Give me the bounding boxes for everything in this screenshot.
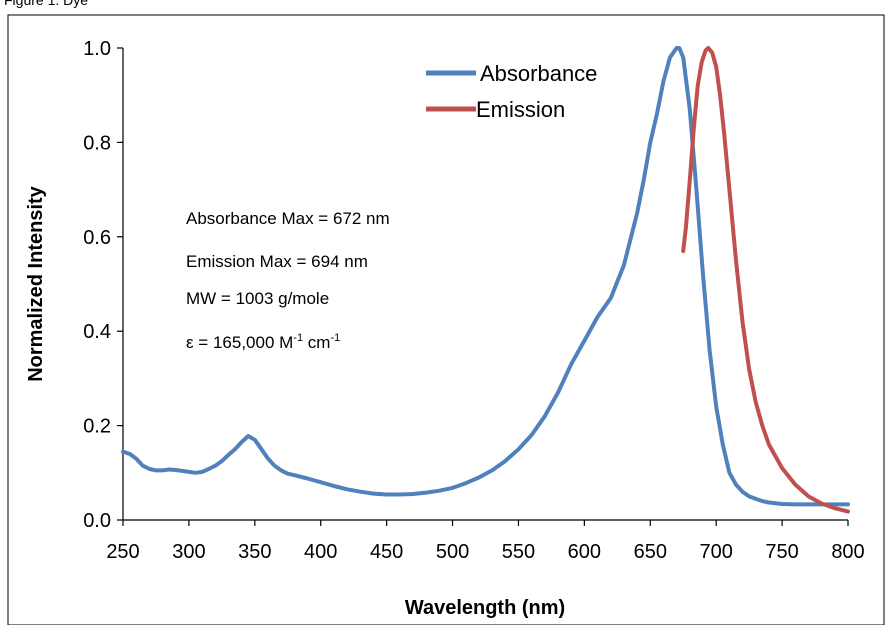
y-ticks: 0.0 0.2 0.4 0.6 0.8 1.0	[83, 38, 123, 532]
epsilon-mid: cm	[303, 333, 330, 352]
x-tick-label: 250	[106, 541, 139, 563]
x-tick-label: 750	[765, 541, 798, 563]
epsilon-prefix: ε = 165,000 M	[186, 333, 293, 352]
legend-label-emission: Emission	[476, 97, 565, 122]
x-tick-label: 350	[238, 541, 271, 563]
legend-label-absorbance: Absorbance	[480, 61, 597, 86]
x-tick-label: 650	[634, 541, 667, 563]
series-line-absorbance	[121, 46, 850, 507]
series-line-emission	[681, 46, 850, 514]
y-tick-label: 0.6	[83, 227, 111, 249]
epsilon-sup-2: -1	[330, 332, 340, 344]
x-axis-title: Wavelength (nm)	[405, 597, 565, 619]
annotation-absorbance-max: Absorbance Max = 672 nm	[186, 209, 390, 228]
x-tick-label: 600	[568, 541, 601, 563]
annotation-emission-max: Emission Max = 694 nm	[186, 252, 368, 271]
legend: Absorbance Emission	[426, 61, 597, 122]
x-tick-label: 450	[370, 541, 403, 563]
figure-caption: Figure 1. Dye	[4, 0, 89, 8]
epsilon-sup-1: -1	[293, 332, 303, 344]
x-tick-label: 500	[436, 541, 469, 563]
x-tick-label: 300	[172, 541, 205, 563]
y-tick-label: 0.4	[83, 321, 111, 343]
annotations: Absorbance Max = 672 nm Emission Max = 6…	[186, 209, 390, 352]
x-tick-label: 550	[502, 541, 535, 563]
chart-frame	[7, 14, 885, 625]
y-tick-label: 0.8	[83, 132, 111, 154]
x-tick-label: 400	[304, 541, 337, 563]
annotation-epsilon: ε = 165,000 M-1 cm-1	[186, 332, 340, 352]
y-tick-label: 0.0	[83, 510, 111, 532]
annotation-mw: MW = 1003 g/mole	[186, 289, 329, 308]
series-layer	[121, 46, 850, 514]
x-tick-label: 700	[699, 541, 732, 563]
x-ticks: 250 300 350 400 450 500 550 600 650 700 750 800	[106, 520, 865, 563]
y-tick-label: 1.0	[83, 38, 111, 60]
y-tick-label: 0.2	[83, 416, 111, 438]
x-tick-label: 800	[831, 541, 864, 563]
y-axis-title: Normalized Intensity	[25, 185, 47, 381]
